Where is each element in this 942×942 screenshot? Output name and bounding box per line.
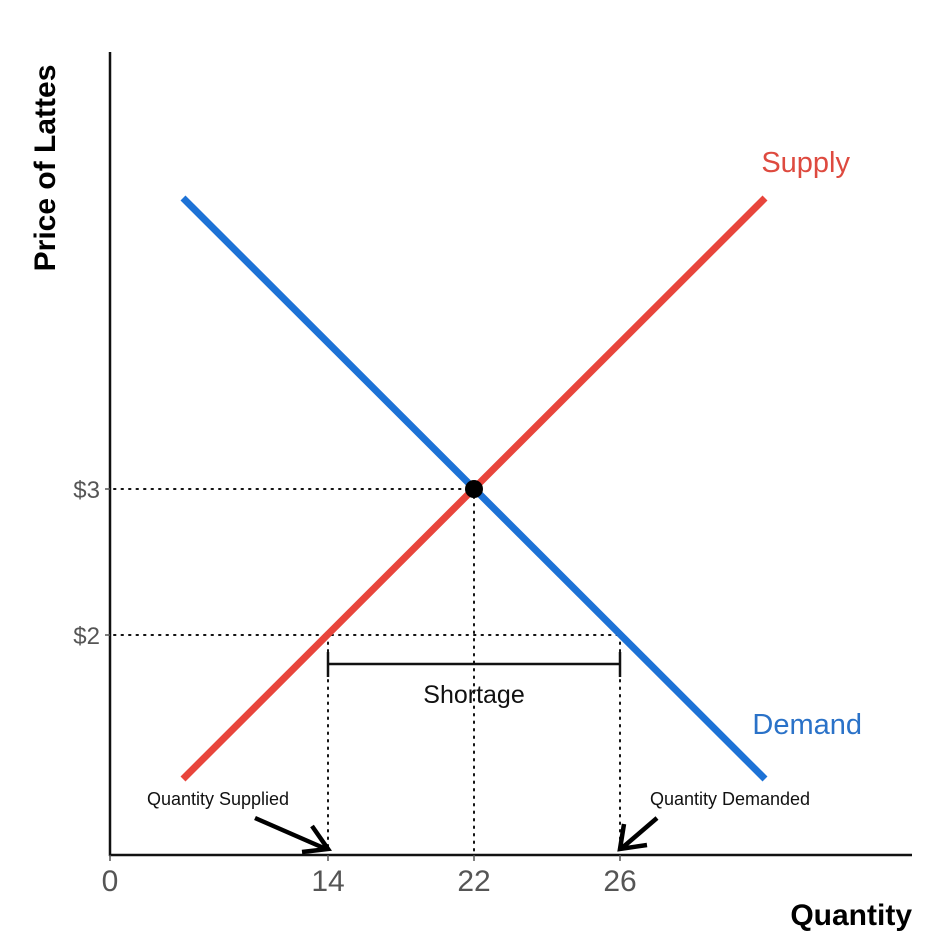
arrow-quantity-demanded-icon [617, 816, 659, 852]
shortage-bracket [326, 652, 622, 677]
arrow-quantity-supplied-icon [254, 815, 332, 855]
y-axis-title: Price of Lattes [29, 65, 62, 272]
x-tick-label-26: 26 [603, 865, 636, 898]
quantity-demanded-label: Quantity Demanded [650, 789, 810, 809]
y-tick-label-2: $2 [73, 623, 100, 650]
x-tick-label-0: 0 [102, 865, 119, 898]
shortage-label: Shortage [423, 681, 524, 709]
y-tick-label-3: $3 [73, 477, 100, 504]
guide-lines [113, 488, 621, 853]
x-tick-label-14: 14 [311, 865, 344, 898]
quantity-supplied-label: Quantity Supplied [147, 789, 289, 809]
supply-label: Supply [761, 147, 850, 179]
x-axis-title: Quantity [790, 899, 912, 932]
equilibrium-point [465, 480, 483, 498]
demand-label: Demand [752, 709, 862, 741]
x-tick-label-22: 22 [457, 865, 490, 898]
